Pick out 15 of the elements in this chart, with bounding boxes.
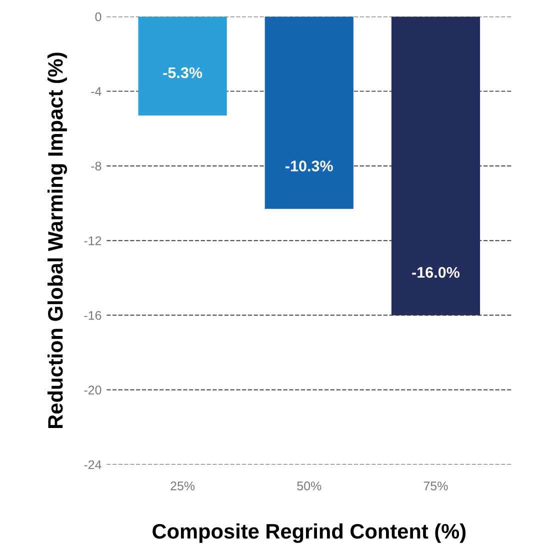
x-tick-label: 75% [424, 482, 448, 490]
data-label: -5.3% [163, 67, 202, 78]
y-axis-title: Reduction Global Warming Impact (%) [47, 52, 68, 428]
y-tick-label: -4 [91, 87, 102, 96]
y-tick-label: -20 [84, 386, 102, 395]
y-tick-label: -12 [84, 236, 102, 246]
y-tick-label: 0 [95, 12, 102, 22]
x-axis-title: Composite Regrind Content (%) [152, 523, 466, 543]
x-tick-label: 50% [297, 482, 322, 490]
y-tick-label: -16 [84, 311, 102, 320]
y-tick-label: -24 [84, 460, 102, 470]
y-tick-label: -8 [91, 162, 102, 171]
data-label: -10.3% [286, 160, 333, 172]
data-label: -16.0% [412, 267, 460, 278]
x-tick-label: 25% [170, 482, 195, 490]
